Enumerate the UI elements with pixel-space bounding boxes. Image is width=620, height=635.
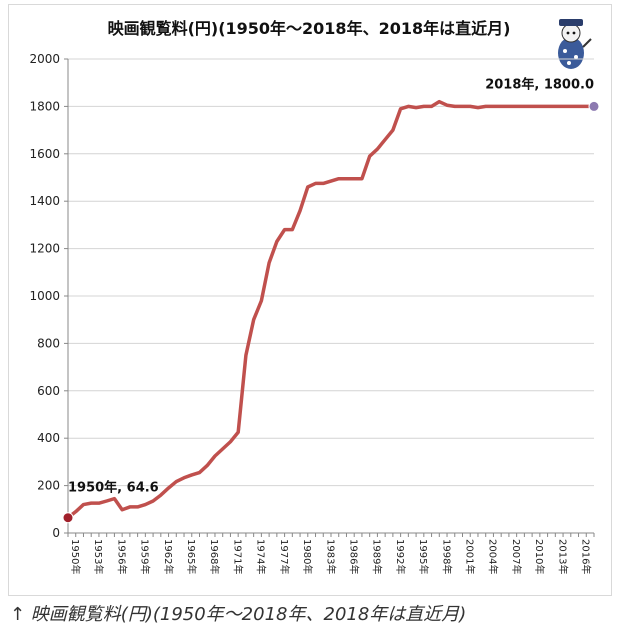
y-tick-label: 400 [37,431,60,445]
data-point-marker [62,512,74,524]
x-tick-label: 1983年 [324,539,337,574]
x-tick-label: 1989年 [371,539,384,574]
x-tick-label: 1998年 [440,539,453,574]
x-tick-label: 1977年 [278,539,291,574]
x-tick-label: 2010年 [533,539,546,574]
x-tick-label: 1986年 [347,539,360,574]
chart-figure: 映画観覧料(円)(1950年〜2018年、2018年は直近月) 0 200 400 6… [8,4,612,596]
y-tick-label: 200 [37,479,60,493]
x-tick-label: 2007年 [510,539,523,574]
y-tick-label: 1200 [29,242,60,256]
figure-caption: ↑ 映画観覧料(円)(1950年〜2018年、2018年は直近月) [10,604,467,625]
series-layer [66,99,596,520]
y-tick-label: 1400 [29,194,60,208]
x-tick-label: 1971年 [231,539,244,574]
y-tick-label: 1000 [29,289,60,303]
data-point-marker [588,100,600,112]
y-tick-label: 600 [37,384,60,398]
y-tick-label: 0 [52,526,60,540]
x-axis-ticks: 1950年 1953年 1956年 1959年 1962年 1965年 1968年 1971年… [67,533,595,574]
x-tick-label: 2016年 [580,539,593,574]
x-tick-label: 1980年 [301,539,314,574]
y-tick-label: 2000 [29,52,60,66]
y-axis-ticks: 0 200 400 600 800 1000 1200 1400 1600 1800 2000 [29,52,68,540]
gridlines [68,58,594,534]
line-chart: 映画観覧料(円)(1950年〜2018年、2018年は直近月) 0 200 400 6… [29,19,600,574]
x-tick-label: 2001年 [464,539,477,574]
x-tick-label: 1995年 [417,539,430,574]
x-tick-label: 1953年 [92,539,105,574]
mascot-character-icon [558,19,592,69]
y-tick-label: 1800 [29,99,60,113]
x-tick-label: 1956年 [115,539,128,574]
y-tick-label: 1600 [29,147,60,161]
x-tick-label: 1962年 [162,539,175,574]
x-tick-label: 2004年 [487,539,500,574]
data-label: 2018年, 1800.0 [485,76,594,92]
x-tick-label: 1992年 [394,539,407,574]
series-line [66,99,596,520]
annotation-layer: 1950年, 64.6 2018年, 1800.0 [62,76,600,524]
data-label: 1950年, 64.6 [68,480,159,496]
x-tick-label: 1968年 [208,539,221,574]
x-tick-label: 1965年 [185,539,198,574]
x-tick-label: 1950年 [69,539,82,574]
x-tick-label: 1974年 [255,539,268,574]
x-tick-label: 2013年 [556,539,569,574]
chart-title: 映画観覧料(円)(1950年〜2018年、2018年は直近月) [108,19,511,38]
x-tick-label: 1959年 [139,539,152,574]
y-tick-label: 800 [37,336,60,350]
